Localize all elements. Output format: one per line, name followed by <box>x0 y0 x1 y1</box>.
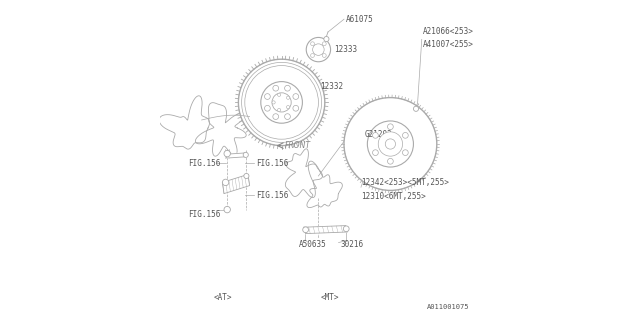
Text: FIG.156: FIG.156 <box>188 159 221 168</box>
Circle shape <box>273 85 278 91</box>
Text: A61075: A61075 <box>346 15 373 24</box>
Circle shape <box>293 105 299 111</box>
Circle shape <box>388 124 393 130</box>
Circle shape <box>306 37 331 62</box>
Text: 12333: 12333 <box>334 45 358 54</box>
Circle shape <box>273 114 278 119</box>
Circle shape <box>413 106 419 111</box>
Circle shape <box>224 206 230 213</box>
Circle shape <box>287 106 290 109</box>
Circle shape <box>239 59 325 146</box>
Circle shape <box>310 42 314 46</box>
Text: A50635: A50635 <box>300 240 327 249</box>
Text: G21202: G21202 <box>365 130 392 139</box>
Circle shape <box>243 152 248 157</box>
Circle shape <box>323 42 326 46</box>
Circle shape <box>372 132 378 138</box>
Circle shape <box>285 85 291 91</box>
Circle shape <box>223 179 229 186</box>
Circle shape <box>372 150 378 156</box>
Circle shape <box>303 227 308 233</box>
Circle shape <box>403 150 408 156</box>
Circle shape <box>385 139 396 149</box>
Text: FIG.156: FIG.156 <box>256 159 289 168</box>
Text: FIG.156: FIG.156 <box>188 210 221 219</box>
Text: A41007<255>: A41007<255> <box>422 40 473 49</box>
Circle shape <box>367 121 413 167</box>
Circle shape <box>388 158 393 164</box>
Circle shape <box>264 94 270 100</box>
Text: 12310<6MT,255>: 12310<6MT,255> <box>362 192 426 201</box>
Circle shape <box>378 132 403 156</box>
Circle shape <box>403 132 408 138</box>
Text: <MT>: <MT> <box>321 293 339 302</box>
Circle shape <box>293 94 299 100</box>
Circle shape <box>272 93 291 112</box>
Polygon shape <box>304 226 347 234</box>
Circle shape <box>272 101 275 104</box>
Polygon shape <box>223 174 250 194</box>
Circle shape <box>278 108 281 112</box>
Text: FIG.156: FIG.156 <box>256 191 289 200</box>
Circle shape <box>244 173 249 179</box>
Text: 12332: 12332 <box>320 82 343 91</box>
Circle shape <box>310 53 314 57</box>
Text: A011001075: A011001075 <box>427 304 469 310</box>
Text: <AT>: <AT> <box>213 293 232 302</box>
Text: 30216: 30216 <box>340 240 364 249</box>
Circle shape <box>312 44 324 55</box>
Circle shape <box>344 98 436 190</box>
Circle shape <box>323 53 326 57</box>
Circle shape <box>264 105 270 111</box>
Text: FRONT: FRONT <box>285 141 311 150</box>
Text: A21066<253>: A21066<253> <box>422 28 473 36</box>
Text: 12342<253><5MT,255>: 12342<253><5MT,255> <box>362 178 449 187</box>
Circle shape <box>285 114 291 119</box>
Circle shape <box>261 82 303 123</box>
Circle shape <box>344 226 349 232</box>
Circle shape <box>278 93 281 96</box>
Circle shape <box>224 150 230 157</box>
Circle shape <box>324 36 329 42</box>
Polygon shape <box>226 153 246 158</box>
Circle shape <box>287 96 290 99</box>
